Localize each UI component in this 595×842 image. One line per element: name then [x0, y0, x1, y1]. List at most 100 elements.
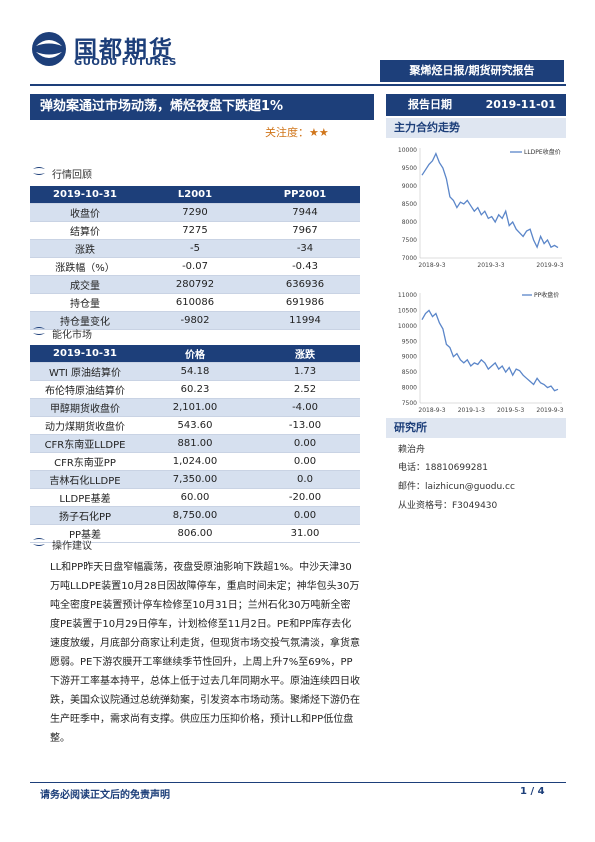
table-row: 布伦特原油结算价 60.23 2.52	[30, 380, 360, 399]
y-tick-label: 10000	[398, 323, 417, 330]
row-label: 持仓量变化	[30, 311, 140, 330]
cell: 7290	[140, 203, 250, 222]
y-tick-label: 8000	[402, 385, 417, 392]
x-tick-label: 2019-9-3	[536, 262, 563, 269]
section-title-quotes: 行情回顾	[52, 170, 92, 181]
header-divider	[30, 84, 566, 86]
row-label: 扬子石化PP	[30, 506, 140, 525]
cell: 1,024.00	[140, 452, 250, 471]
table-row: PP基差 806.00 31.00	[30, 524, 360, 543]
x-tick-label: 2019-9-3	[536, 407, 563, 414]
cell: -5	[140, 239, 250, 258]
row-label: 成交量	[30, 275, 140, 294]
section-title-ops: 操作建议	[52, 541, 92, 552]
row-label: 布伦特原油结算价	[30, 380, 140, 399]
cell: -20.00	[250, 488, 360, 507]
cell: 11994	[250, 311, 360, 330]
x-tick-label: 2018-9-3	[418, 262, 445, 269]
lldpe-series-line	[421, 151, 559, 249]
y-tick-label: 9500	[402, 338, 417, 345]
cell: 7,350.00	[140, 470, 250, 489]
y-tick-label: 7500	[402, 400, 417, 407]
cell: 60.23	[140, 380, 250, 399]
row-label: 持仓量	[30, 293, 140, 312]
table-row: WTI 原油结算价 54.18 1.73	[30, 362, 360, 381]
quote-table: 2019-10-31 L2001 PP2001 收盘价 7290 7944 结算价 7…	[30, 186, 360, 330]
row-label: 吉林石化LLDPE	[30, 470, 140, 489]
cell: -0.07	[140, 257, 250, 276]
cell: -13.00	[250, 416, 360, 435]
cell: 881.00	[140, 434, 250, 453]
chem-table: 2019-10-31 价格 涨跌 WTI 原油结算价 54.18 1.73 布伦特原…	[30, 345, 360, 543]
cell: -4.00	[250, 398, 360, 417]
y-tick-label: 9000	[402, 354, 417, 361]
section-title-chem: 能化市场	[52, 330, 92, 341]
y-tick-label: 7500	[402, 237, 417, 244]
cell: 7944	[250, 203, 360, 222]
row-label: CFR东南亚PP	[30, 452, 140, 471]
row-label: 动力煤期货收盘价	[30, 416, 140, 435]
y-tick-label: 7000	[402, 255, 417, 262]
research-section-title: 研究所	[386, 418, 566, 438]
row-label: 涨跌幅（%）	[30, 257, 140, 276]
pp-series-line	[421, 309, 559, 392]
page-number: 1 / 4	[520, 786, 545, 797]
y-tick-label: 9000	[402, 183, 417, 190]
table-row: LLDPE基差 60.00 -20.00	[30, 488, 360, 507]
y-tick-label: 11000	[398, 292, 417, 299]
cell: -34	[250, 239, 360, 258]
logo-icon	[32, 32, 66, 66]
table-header: 涨跌	[250, 345, 360, 363]
report-type-banner: 聚烯烃日报/期货研究报告	[380, 60, 564, 82]
row-label: 收盘价	[30, 203, 140, 222]
chart-section-title: 主力合约走势	[386, 118, 566, 138]
attention-rating: 关注度：★★	[265, 126, 329, 139]
legend-label: LLDPE收盘价	[524, 148, 561, 156]
cell: -0.43	[250, 257, 360, 276]
table-header: L2001	[140, 186, 250, 204]
cell: 636936	[250, 275, 360, 294]
table-row: 持仓量变化 -9802 11994	[30, 311, 360, 330]
researcher-email: 邮件：laizhicun@guodu.cc	[398, 482, 515, 492]
row-label: PP基差	[30, 524, 140, 543]
table-header: PP2001	[250, 186, 360, 204]
report-date-label: 报告日期	[408, 98, 452, 111]
row-label: CFR东南亚LLDPE	[30, 434, 140, 453]
page-title: 弹劾案通过市场动荡，烯烃夜盘下跌超1%	[30, 94, 374, 120]
section-icon	[33, 167, 45, 175]
table-row: 动力煤期货收盘价 543.60 -13.00	[30, 416, 360, 435]
cell: 543.60	[140, 416, 250, 435]
table-row: 吉林石化LLDPE 7,350.00 0.0	[30, 470, 360, 489]
cell: 0.00	[250, 434, 360, 453]
logo-english: GUODU FUTURES	[74, 57, 177, 68]
researcher-name: 赖治舟	[398, 445, 426, 455]
y-tick-label: 10500	[398, 307, 417, 314]
row-label: 甲醇期货收盘价	[30, 398, 140, 417]
logo-name: 国都期货	[74, 37, 174, 63]
researcher-phone: 电话：18810699281	[398, 463, 488, 473]
cell: 1.73	[250, 362, 360, 381]
pp-chart: 11000 10500 10000 9500 9000 8500 8000 7500 2018…	[398, 291, 564, 414]
table-row: 甲醇期货收盘价 2,101.00 -4.00	[30, 398, 360, 417]
section-icon	[33, 327, 45, 335]
disclaimer-link[interactable]: 请务必阅读正文后的免责声明	[40, 790, 170, 801]
table-row: CFR东南亚LLDPE 881.00 0.00	[30, 434, 360, 453]
table-row: 结算价 7275 7967	[30, 221, 360, 240]
cell: 8,750.00	[140, 506, 250, 525]
cell: 7275	[140, 221, 250, 240]
lldpe-chart: 10000 9500 9000 8500 8000 7500 7000 2018-9-3 20…	[398, 147, 564, 269]
row-label: 涨跌	[30, 239, 140, 258]
report-date-value: 2019-11-01	[485, 98, 556, 111]
cell: 2.52	[250, 380, 360, 399]
cell: 0.00	[250, 506, 360, 525]
ops-text: LL和PP昨天日盘窄幅震荡，夜盘受原油影响下跌超1%。中沙天津30万吨LLDPE…	[50, 562, 360, 744]
cell: -9802	[140, 311, 250, 330]
row-label: WTI 原油结算价	[30, 362, 140, 381]
cell: 2,101.00	[140, 398, 250, 417]
y-tick-label: 8000	[402, 219, 417, 226]
table-header: 2019-10-31	[30, 345, 140, 363]
cell: 60.00	[140, 488, 250, 507]
table-row: 扬子石化PP 8,750.00 0.00	[30, 506, 360, 525]
cell: 610086	[140, 293, 250, 312]
cell: 31.00	[250, 524, 360, 543]
